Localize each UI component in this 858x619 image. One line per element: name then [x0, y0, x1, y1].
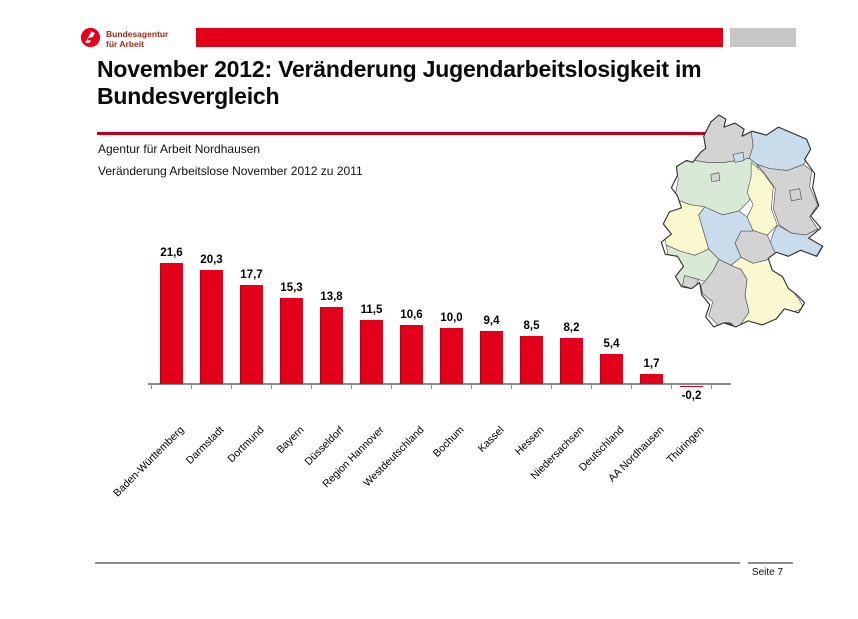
bar-Hessen	[520, 336, 543, 384]
subtitle-agency: Agentur für Arbeit Nordhausen	[98, 142, 261, 156]
state-berlin	[789, 188, 802, 202]
value-label: 9,4	[483, 315, 500, 328]
bar-Niedersachsen	[560, 338, 583, 384]
x-axis-tick	[631, 385, 632, 389]
value-label: 5,4	[603, 337, 620, 350]
x-axis-tick	[671, 385, 672, 389]
state-hamburg	[732, 152, 745, 163]
x-axis-tick	[551, 385, 552, 389]
value-label: 11,5	[360, 303, 383, 316]
value-label: 17,7	[240, 268, 263, 281]
ba-logo-text-line2: für Arbeit	[106, 38, 144, 49]
x-axis-tick	[191, 385, 192, 389]
bar-Kassel	[480, 331, 503, 384]
bar-Düsseldorf	[320, 306, 343, 384]
x-axis-tick	[351, 385, 352, 389]
x-axis-tick	[431, 385, 432, 389]
top-banner-gray-bar	[730, 28, 796, 47]
bar-Region Hannover	[360, 319, 383, 384]
value-label: 13,8	[320, 290, 343, 303]
state-brandenburg	[756, 164, 819, 236]
top-banner-red-bar	[196, 28, 723, 47]
value-label: 21,6	[160, 247, 183, 260]
x-axis-tick	[271, 385, 272, 389]
x-axis-tick	[591, 385, 592, 389]
page-number: Seite 7	[751, 567, 784, 578]
value-label: 10,0	[440, 312, 463, 324]
ba-logo-icon	[80, 27, 101, 48]
x-axis-tick	[511, 385, 512, 389]
germany-outline	[660, 114, 824, 328]
bar-Bayern	[280, 298, 303, 384]
bar-Baden-Württemberg	[160, 263, 183, 384]
x-axis-tick	[151, 385, 152, 389]
bar-Thüringen	[680, 386, 703, 388]
state-schleswig-holstein	[694, 115, 754, 163]
ba-logo: Bundesagentur für Arbeit	[80, 27, 168, 50]
state-bremen	[710, 172, 721, 182]
ba-logo-text: Bundesagentur für Arbeit	[106, 27, 168, 50]
bar-AA Nordhausen	[640, 374, 663, 384]
x-axis-tick	[391, 385, 392, 389]
value-label: 20,3	[200, 254, 223, 267]
state-mecklenburg-vorpommern	[748, 124, 812, 171]
bar-Bochum	[440, 328, 463, 384]
x-axis-tick	[231, 385, 232, 389]
bar-Dortmund	[240, 284, 263, 384]
value-label: -0,2	[681, 390, 702, 402]
x-axis-tick	[311, 385, 312, 389]
value-label: 10,6	[400, 308, 423, 321]
footer-line-right	[748, 562, 793, 564]
value-label: 1,7	[643, 358, 660, 371]
germany-states-map	[660, 114, 824, 328]
value-label: 15,3	[280, 282, 303, 295]
value-label: 8,5	[523, 320, 540, 333]
x-axis-tick	[471, 385, 472, 389]
footer-line-left	[95, 562, 740, 564]
ba-logo-text-line1: Bundesagentur	[106, 29, 169, 39]
page-title: November 2012: Veränderung Jugendarbeits…	[97, 56, 702, 109]
bar-Westdeutschland	[400, 324, 423, 384]
title-divider-rule	[97, 132, 719, 135]
x-axis-line	[148, 383, 731, 385]
bar-Deutschland	[600, 353, 623, 384]
value-label: 8,2	[563, 322, 580, 335]
x-axis-tick	[711, 385, 712, 389]
subtitle-chart-caption: Veränderung Arbeitslose November 2012 zu…	[98, 164, 363, 178]
bar-Darmstadt	[200, 270, 223, 384]
